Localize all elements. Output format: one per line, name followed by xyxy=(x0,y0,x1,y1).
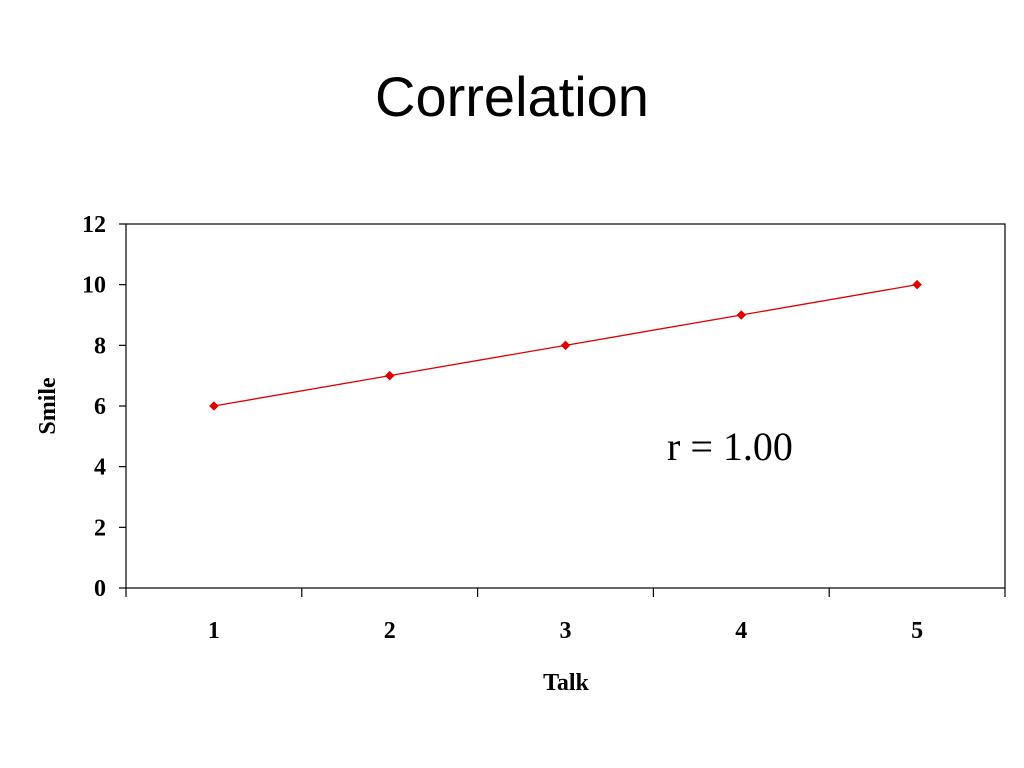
y-tick-label: 2 xyxy=(94,515,106,541)
x-axis-title: Talk xyxy=(543,670,589,696)
data-point xyxy=(736,310,747,320)
x-tick-label: 5 xyxy=(911,618,923,644)
data-point xyxy=(560,340,571,351)
correlation-annotation: r = 1.00 xyxy=(667,424,793,469)
data-point xyxy=(384,370,395,381)
x-tick-label: 3 xyxy=(560,618,572,644)
y-tick-label: 8 xyxy=(94,333,106,359)
y-axis-title: Smile xyxy=(35,377,61,435)
plot-area xyxy=(125,223,1006,589)
y-tick-label: 4 xyxy=(94,455,106,481)
y-tick-label: 0 xyxy=(94,576,106,602)
x-tick-label: 1 xyxy=(208,618,220,644)
x-tick-label: 4 xyxy=(735,618,747,644)
y-tick-label: 6 xyxy=(94,394,106,420)
data-point xyxy=(912,279,922,290)
slide-title: Correlation xyxy=(375,65,649,128)
y-tick-label: 10 xyxy=(82,273,106,299)
data-point xyxy=(209,401,219,411)
x-tick-label: 2 xyxy=(384,618,396,644)
y-tick-label: 12 xyxy=(82,212,106,238)
